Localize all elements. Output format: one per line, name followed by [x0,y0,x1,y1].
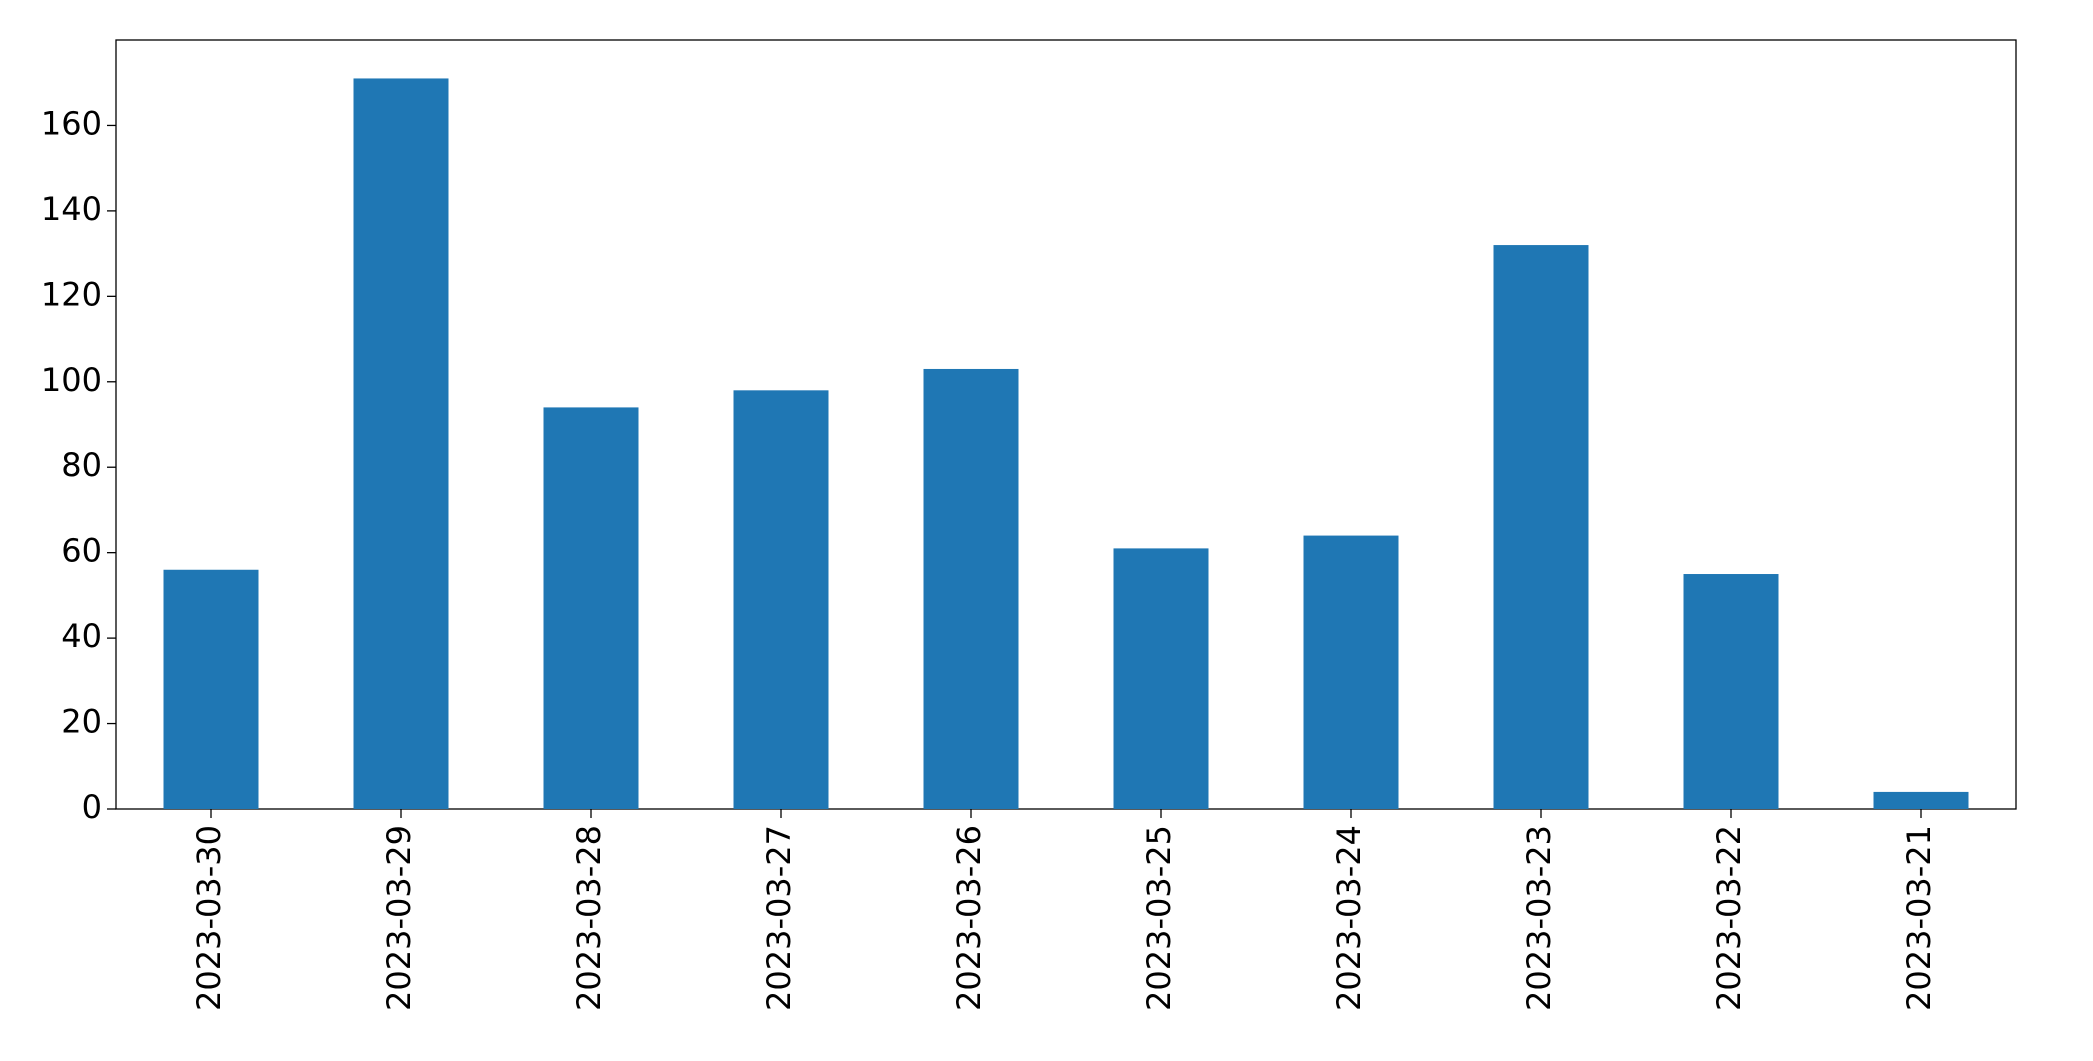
axes-frame [115,39,2017,810]
x-tick-label: 2023-03-29 [380,825,418,1011]
bar [1493,245,1589,810]
x-tick-label: 2023-03-26 [950,825,988,1011]
x-tick-label: 2023-03-25 [1140,825,1178,1011]
bar [1873,791,1969,809]
y-tick-label: 40 [61,617,102,655]
y-tick-label: 80 [61,446,102,484]
bar [923,368,1019,809]
x-tick-label: 2023-03-28 [570,825,608,1011]
bar [353,78,449,809]
y-tick-label: 120 [41,275,102,313]
bar [543,407,639,809]
x-tick-label: 2023-03-27 [760,825,798,1011]
bar [1113,548,1209,809]
bar [1303,535,1399,809]
x-tick-label: 2023-03-23 [1520,825,1558,1011]
y-tick-label: 60 [61,532,102,570]
bar [163,569,259,809]
y-tick-label: 140 [41,190,102,228]
y-tick-label: 100 [41,361,102,399]
bar [1683,574,1779,809]
x-tick-label: 2023-03-22 [1710,825,1748,1011]
x-tick-label: 2023-03-24 [1330,825,1368,1011]
bar [733,390,829,809]
x-tick-label: 2023-03-21 [1900,825,1938,1011]
y-tick-label: 20 [61,703,102,741]
y-tick-label: 0 [82,788,102,826]
x-tick-label: 2023-03-30 [190,825,228,1011]
y-tick-label: 160 [41,104,102,142]
